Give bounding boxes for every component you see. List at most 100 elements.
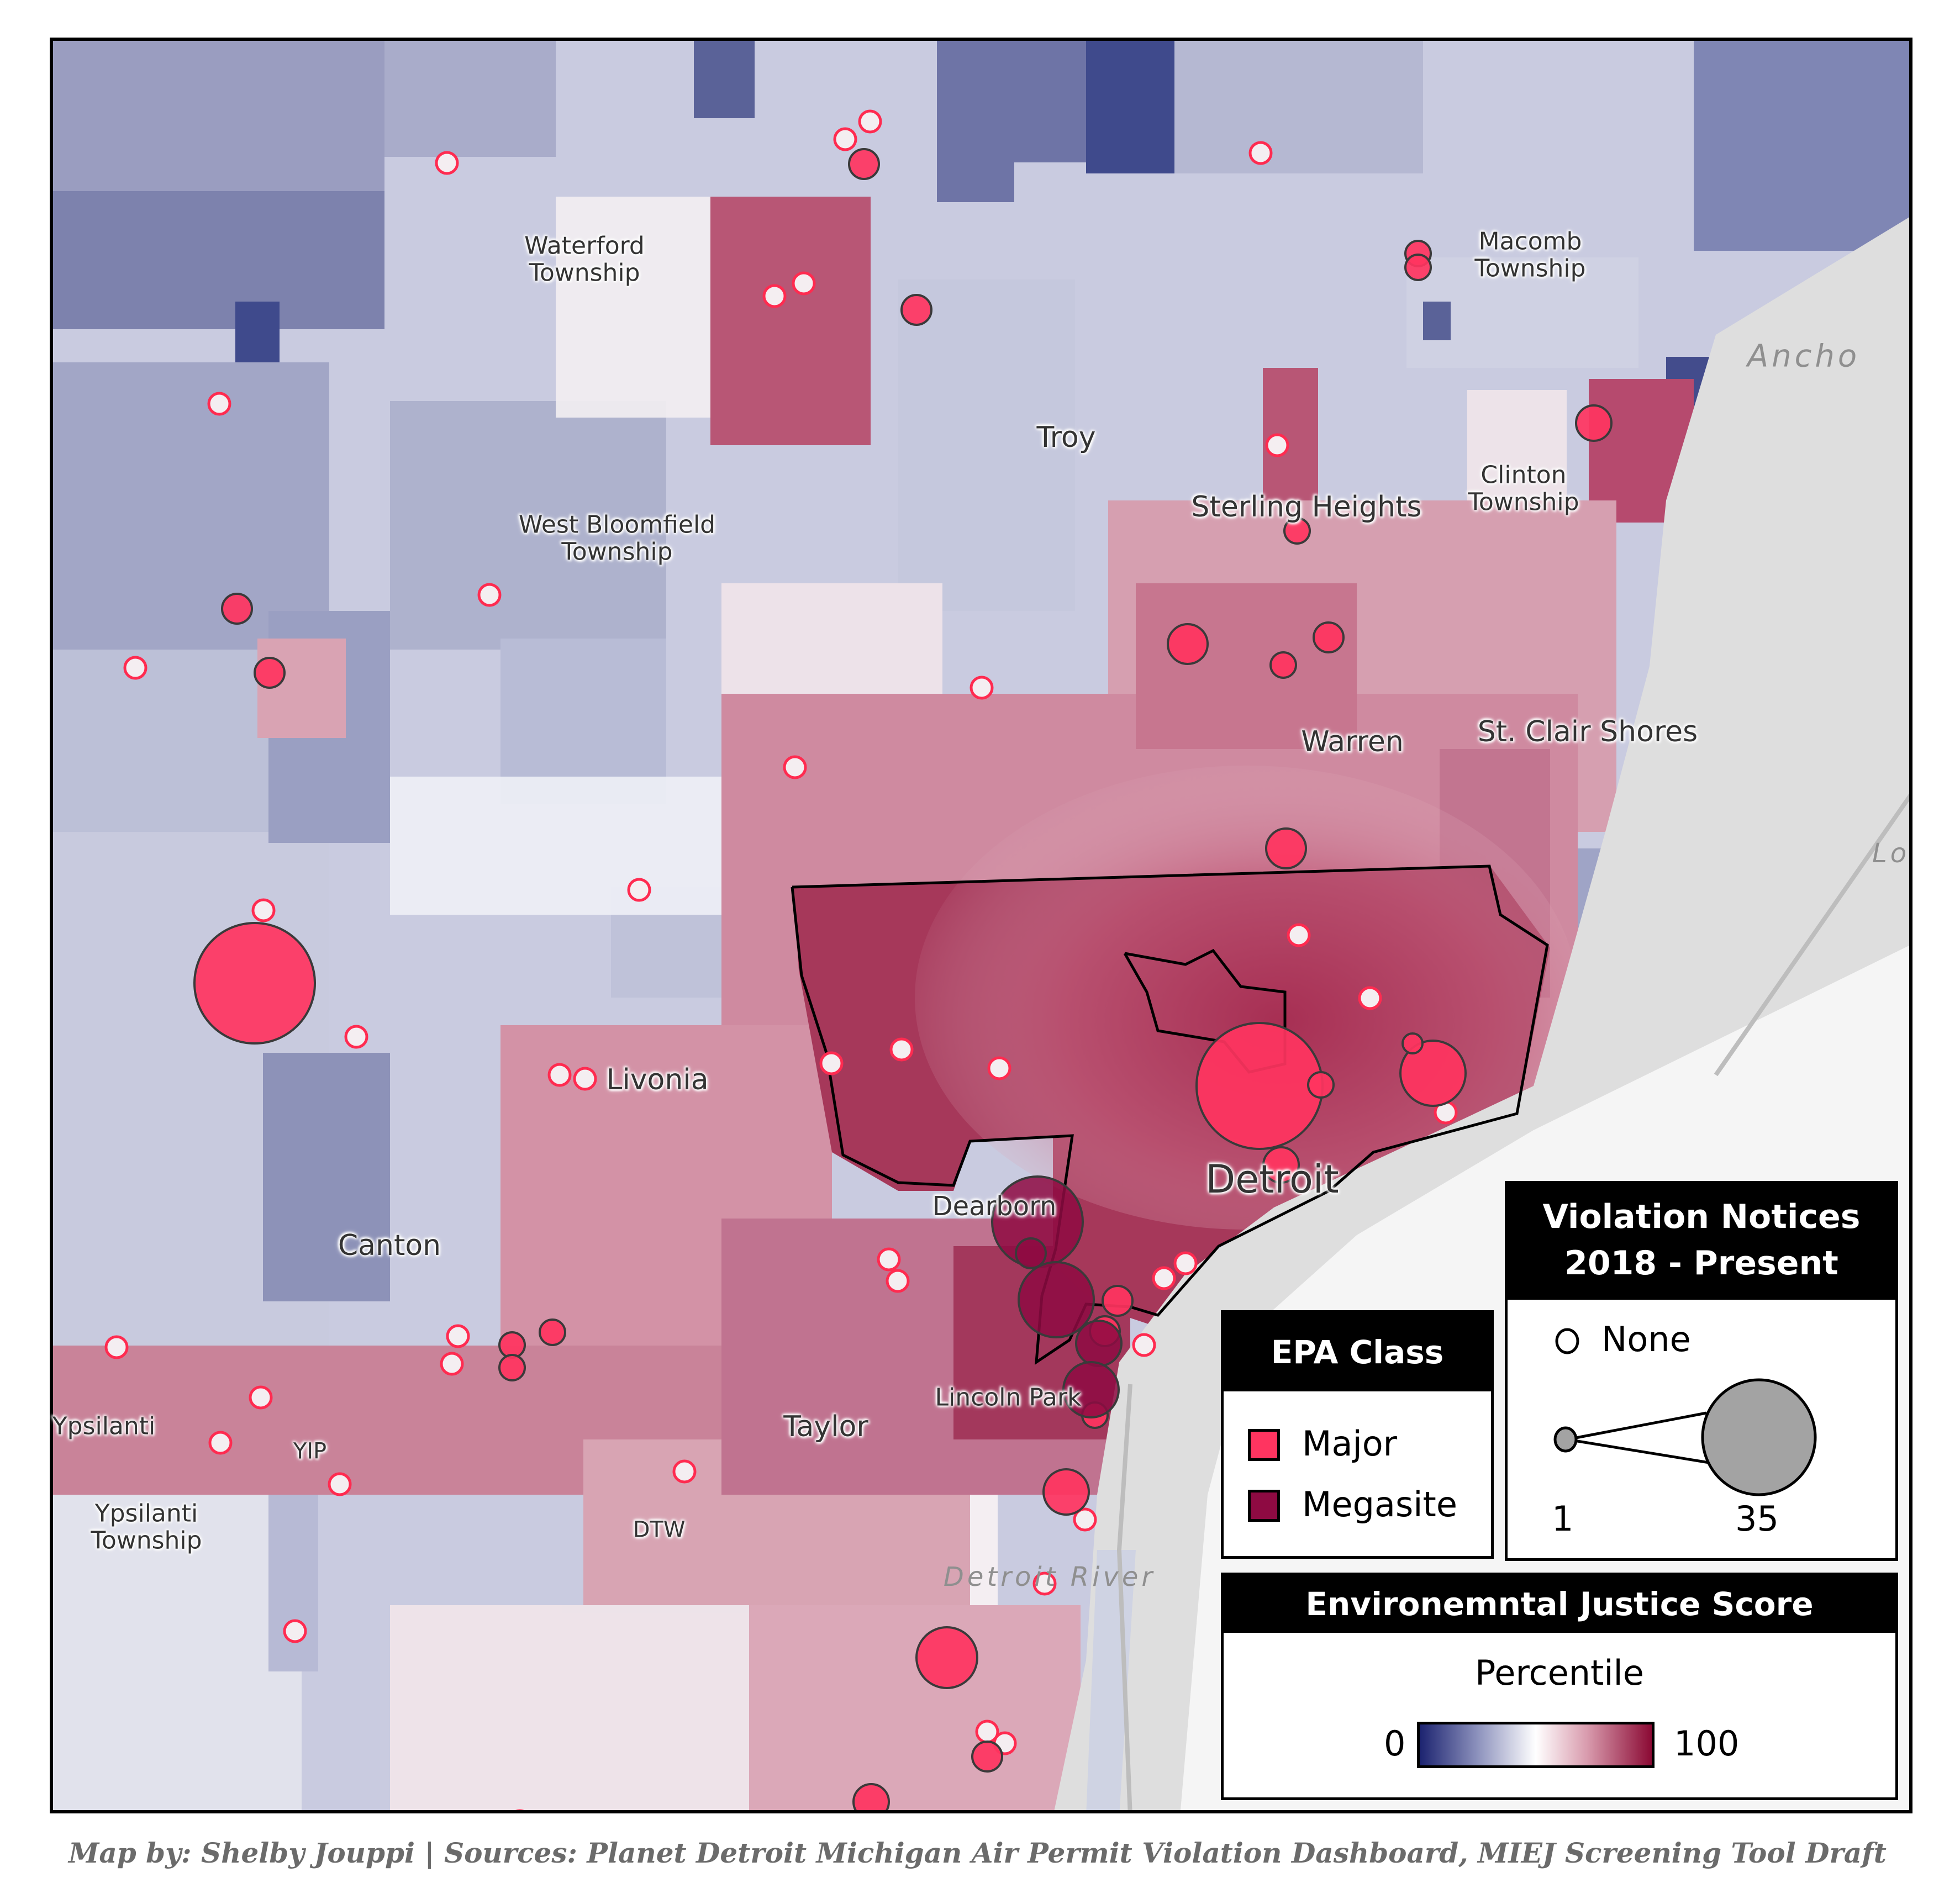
facility-marker-none[interactable] <box>970 676 994 700</box>
markers-megasites <box>991 1175 1123 1418</box>
place-label: Ypsilanti <box>52 1412 156 1441</box>
facility-marker-major[interactable] <box>848 148 880 180</box>
facility-marker-major[interactable] <box>1313 621 1345 653</box>
markers-no-violations <box>104 109 1458 1810</box>
facility-marker-major[interactable] <box>221 593 253 625</box>
facility-marker-none[interactable] <box>477 583 502 607</box>
facility-marker-none[interactable] <box>819 1051 844 1075</box>
facility-marker-none[interactable] <box>207 392 231 416</box>
facility-marker-none[interactable] <box>328 1472 352 1496</box>
facility-marker-none[interactable] <box>251 898 276 922</box>
facility-marker-major[interactable] <box>539 1318 566 1346</box>
facility-marker-none[interactable] <box>344 1025 368 1049</box>
facility-marker-none[interactable] <box>283 1619 307 1643</box>
facility-marker-none[interactable] <box>783 755 807 779</box>
legend-ej-max-label: 100 <box>1674 1723 1740 1764</box>
facility-marker-none[interactable] <box>1173 1251 1198 1275</box>
facility-marker-major[interactable] <box>1167 623 1209 665</box>
facility-marker-major[interactable] <box>1307 1071 1335 1099</box>
map-credit-footer: Map by: Shelby Jouppi | Sources: Planet … <box>69 1837 1887 1869</box>
facility-marker-major[interactable] <box>900 294 932 326</box>
place-label: Dearborn <box>932 1191 1057 1222</box>
facility-marker-none[interactable] <box>104 1335 129 1359</box>
facility-marker-none[interactable] <box>1152 1266 1176 1290</box>
facility-marker-none[interactable] <box>123 656 147 680</box>
facility-marker-major[interactable] <box>1404 254 1432 281</box>
legend-ej-colorbar <box>1417 1722 1655 1768</box>
facility-marker-none[interactable] <box>547 1063 572 1087</box>
facility-marker-none[interactable] <box>1358 986 1382 1010</box>
legend-max-label: 35 <box>1735 1499 1779 1539</box>
facility-marker-none[interactable] <box>1287 923 1311 947</box>
legend-ej-score: Environemntal Justice Score Percentile 0… <box>1221 1573 1898 1800</box>
legend-large-circle-icon <box>1701 1378 1817 1496</box>
facility-marker-none[interactable] <box>573 1067 597 1091</box>
place-label: Warren <box>1301 725 1404 758</box>
facility-marker-major[interactable] <box>1575 404 1613 442</box>
facility-marker-none[interactable] <box>762 284 787 308</box>
facility-marker-none[interactable] <box>1265 433 1289 457</box>
legend-min-label: 1 <box>1552 1499 1574 1539</box>
facility-marker-none[interactable] <box>446 1324 470 1348</box>
place-label: DTW <box>633 1517 686 1543</box>
facility-marker-major[interactable] <box>1283 517 1311 545</box>
legend-violation-title-line2: 2018 - Present <box>1564 1244 1838 1283</box>
facility-marker-none[interactable] <box>1032 1571 1057 1596</box>
facility-marker-major[interactable] <box>193 922 316 1045</box>
legend-none-circle-icon <box>1555 1328 1579 1354</box>
facility-marker-major[interactable] <box>915 1626 978 1689</box>
legend-epa-class: EPA Class Major Megasite <box>1221 1310 1494 1559</box>
facility-marker-major[interactable] <box>1262 1146 1300 1184</box>
place-label: Troy <box>1036 420 1096 454</box>
place-label: Livonia <box>606 1063 709 1096</box>
facility-marker-major[interactable] <box>1269 651 1297 679</box>
place-label: YIP <box>293 1438 327 1464</box>
facility-marker-major[interactable] <box>971 1741 1003 1773</box>
facility-marker-none[interactable] <box>1132 1333 1156 1357</box>
facility-marker-none[interactable] <box>1248 141 1273 165</box>
map-labels: Waterford Township Macomb Township Troy Ste… <box>52 227 1906 1592</box>
facility-marker-none[interactable] <box>987 1056 1011 1080</box>
legend-ej-title: Environemntal Justice Score <box>1224 1575 1895 1633</box>
facility-marker-major[interactable] <box>498 1354 526 1381</box>
facility-marker-none[interactable] <box>889 1037 914 1062</box>
facility-marker-none[interactable] <box>627 878 651 902</box>
facility-marker-major[interactable] <box>1399 1040 1467 1107</box>
facility-marker-none[interactable] <box>877 1247 901 1272</box>
place-label: Macomb Township <box>1474 227 1586 283</box>
legend-violation-title: Violation Notices 2018 - Present <box>1508 1184 1895 1300</box>
place-label: Ypsilanti Township <box>91 1499 202 1555</box>
place-label: Canton <box>338 1228 441 1262</box>
facility-marker-major[interactable] <box>1265 827 1307 869</box>
facility-marker-none[interactable] <box>1073 1507 1097 1532</box>
facility-marker-none[interactable] <box>858 109 882 134</box>
facility-marker-major[interactable] <box>1042 1468 1090 1516</box>
facility-marker-megasite[interactable] <box>1015 1237 1047 1269</box>
facility-marker-none[interactable] <box>440 1352 464 1376</box>
swatch-major <box>1248 1429 1280 1461</box>
place-label: Detroit <box>1205 1156 1339 1202</box>
facility-marker-megasite[interactable] <box>1018 1261 1095 1338</box>
place-label: Lincoln Park <box>935 1383 1082 1412</box>
facility-marker-none[interactable] <box>792 271 816 296</box>
facility-marker-none[interactable] <box>249 1385 273 1410</box>
legend-small-circle-icon <box>1553 1426 1578 1453</box>
facility-marker-none[interactable] <box>435 151 459 175</box>
facility-marker-none[interactable] <box>886 1269 910 1293</box>
facility-marker-none[interactable] <box>672 1459 697 1484</box>
swatch-megasite <box>1248 1490 1280 1522</box>
facility-marker-none[interactable] <box>208 1431 233 1455</box>
place-label: Sterling Heights <box>1191 490 1422 524</box>
facility-marker-major[interactable] <box>254 657 286 689</box>
legend-epa-class-title: EPA Class <box>1224 1313 1491 1391</box>
legend-violation-notices: Violation Notices 2018 - Present None 1 … <box>1505 1181 1898 1561</box>
facility-marker-major[interactable] <box>852 1783 890 1813</box>
legend-none-label: None <box>1601 1319 1691 1359</box>
legend-violation-title-line1: Violation Notices <box>1542 1198 1861 1236</box>
facility-marker-major[interactable] <box>1401 1032 1424 1054</box>
legend-major-label: Major <box>1302 1423 1398 1464</box>
facility-marker-major[interactable] <box>1102 1285 1134 1317</box>
facility-marker-megasite[interactable] <box>1062 1361 1120 1418</box>
legend-megasite-label: Megasite <box>1302 1484 1457 1525</box>
facility-marker-none[interactable] <box>833 127 857 151</box>
